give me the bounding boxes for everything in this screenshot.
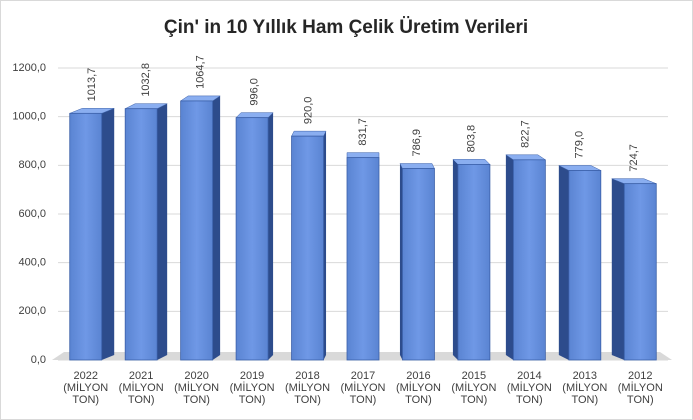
x-tick-label: 2020 (MİLYON TON) xyxy=(174,370,220,406)
bar-top xyxy=(452,159,491,165)
bar xyxy=(346,157,380,361)
bar-side xyxy=(268,112,274,360)
x-tick-label: 2015 (MİLYON TON) xyxy=(451,370,497,406)
y-tick-label: 800,0 xyxy=(18,159,46,171)
value-label: 724,7 xyxy=(628,144,640,172)
bar-top xyxy=(235,112,274,118)
value-label: 1064,7 xyxy=(194,55,206,89)
x-tick-label: 2017 (MİLYON TON) xyxy=(340,370,386,406)
bar xyxy=(124,108,158,361)
bar-top xyxy=(505,154,547,161)
bar-top xyxy=(291,130,327,137)
y-tick-label: 1000,0 xyxy=(12,111,46,123)
bar-side xyxy=(157,103,168,360)
y-tick-label: 200,0 xyxy=(18,305,46,317)
y-tick-label: 0,0 xyxy=(31,354,46,366)
x-tick-label: 2013 (MİLYON TON) xyxy=(562,370,608,406)
bar-side xyxy=(323,131,327,360)
bar xyxy=(291,135,324,361)
value-label: 1032,8 xyxy=(140,63,152,97)
x-tick-label: 2018 (MİLYON TON) xyxy=(285,370,331,406)
bar xyxy=(623,183,657,361)
bar-side xyxy=(558,165,569,360)
value-label: 779,0 xyxy=(574,131,586,159)
x-tick-label: 2022 (MİLYON TON) xyxy=(63,370,109,406)
x-tick-label: 2019 (MİLYON TON) xyxy=(229,370,275,406)
value-label: 996,0 xyxy=(248,78,260,106)
y-tick-label: 400,0 xyxy=(18,257,46,269)
bar xyxy=(402,168,435,361)
bar-side xyxy=(101,108,115,360)
x-tick-label: 2021 (MİLYON TON) xyxy=(118,370,164,406)
y-tick-label: 600,0 xyxy=(18,208,46,220)
bar-side xyxy=(452,159,458,360)
x-tick-label: 2012 (MİLYON TON) xyxy=(617,370,663,406)
bar xyxy=(180,100,214,361)
x-tick-label: 2016 (MİLYON TON) xyxy=(395,370,441,406)
bar-side xyxy=(611,178,625,360)
bar-side xyxy=(399,163,403,360)
bar xyxy=(512,159,546,361)
y-tick-label: 1200,0 xyxy=(12,62,46,74)
value-label: 786,9 xyxy=(411,129,423,157)
bar-top xyxy=(399,163,435,169)
value-label: 1013,7 xyxy=(86,68,98,102)
bar-side xyxy=(505,154,514,360)
bar xyxy=(69,112,103,361)
value-label: 831,7 xyxy=(357,118,369,146)
x-tick-label: 2014 (MİLYON TON) xyxy=(506,370,552,406)
bar-top xyxy=(346,152,380,158)
bar xyxy=(457,164,491,361)
bar xyxy=(568,170,602,361)
value-label: 803,8 xyxy=(465,125,477,153)
bar-side xyxy=(212,95,221,360)
value-label: 920,0 xyxy=(303,97,315,125)
bar-top xyxy=(179,95,221,102)
value-label: 822,7 xyxy=(520,120,532,148)
chart-title: Çin' in 10 Yıllık Ham Çelik Üretim Veril… xyxy=(164,17,528,38)
bar xyxy=(235,117,269,361)
